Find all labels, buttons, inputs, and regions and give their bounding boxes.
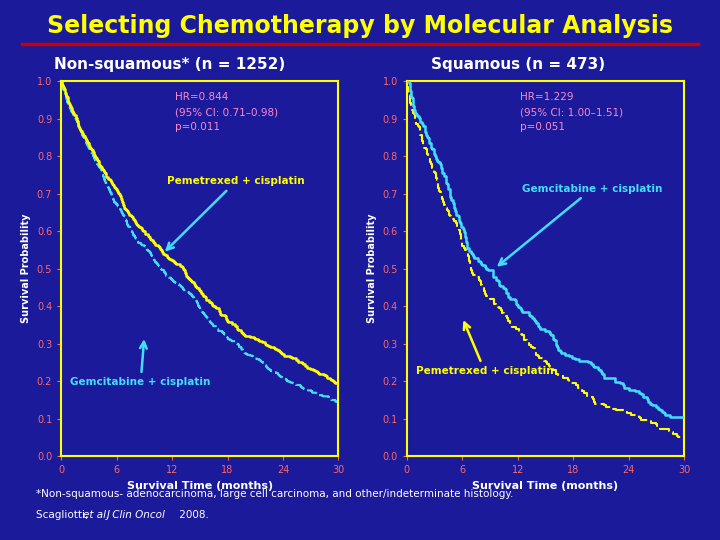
Y-axis label: Survival Probability: Survival Probability — [367, 214, 377, 323]
Text: Gemcitabine + cisplatin: Gemcitabine + cisplatin — [71, 342, 211, 388]
X-axis label: Survival Time (months): Survival Time (months) — [472, 481, 618, 491]
Text: Pemetrexed + cisplatin: Pemetrexed + cisplatin — [416, 322, 554, 376]
Text: Pemetrexed + cisplatin: Pemetrexed + cisplatin — [167, 176, 305, 249]
Text: et al.: et al. — [83, 510, 112, 521]
Text: HR=1.229
(95% CI: 1.00–1.51)
p=0.051: HR=1.229 (95% CI: 1.00–1.51) p=0.051 — [521, 92, 624, 132]
Text: *Non-squamous- adenocarcinoma, large cell carcinoma, and other/indeterminate his: *Non-squamous- adenocarcinoma, large cel… — [36, 489, 513, 499]
Text: Squamous (n = 473): Squamous (n = 473) — [431, 57, 606, 72]
Text: Gemcitabine + cisplatin: Gemcitabine + cisplatin — [499, 184, 662, 265]
Text: 2008.: 2008. — [176, 510, 210, 521]
Text: J Clin Oncol: J Clin Oncol — [107, 510, 166, 521]
X-axis label: Survival Time (months): Survival Time (months) — [127, 481, 273, 491]
Text: HR=0.844
(95% CI: 0.71–0.98)
p=0.011: HR=0.844 (95% CI: 0.71–0.98) p=0.011 — [175, 92, 278, 132]
Text: Non-squamous* (n = 1252): Non-squamous* (n = 1252) — [53, 57, 285, 72]
Y-axis label: Survival Probability: Survival Probability — [22, 214, 31, 323]
Text: Scagliotti,: Scagliotti, — [36, 510, 91, 521]
Text: Selecting Chemotherapy by Molecular Analysis: Selecting Chemotherapy by Molecular Anal… — [47, 14, 673, 37]
